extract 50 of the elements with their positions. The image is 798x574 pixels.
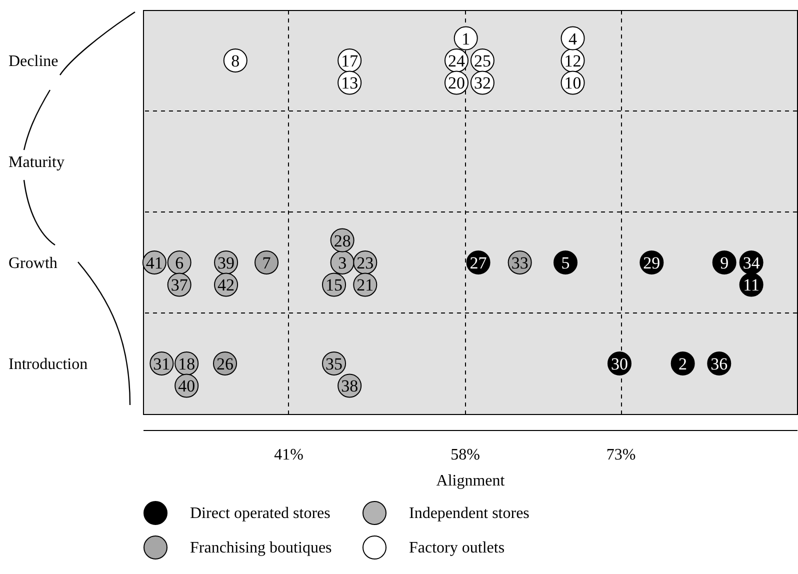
x-tick-label: 58% xyxy=(450,446,480,464)
annotation: 5 xyxy=(561,254,570,272)
x-tick-label: 73% xyxy=(606,446,636,464)
y-tick-label: Growth xyxy=(8,255,58,272)
annotation: 6 xyxy=(175,254,184,272)
annotation: 34 xyxy=(742,254,760,272)
annotation: 9 xyxy=(720,254,729,272)
annotation: 8 xyxy=(231,52,240,70)
annotation: 7 xyxy=(262,254,272,272)
annotation: 20 xyxy=(448,74,466,93)
annotation: 15 xyxy=(326,276,343,295)
annotation: 23 xyxy=(356,254,374,272)
annotation: 30 xyxy=(610,354,628,374)
annotation: 36 xyxy=(710,354,728,374)
y-tick-label: Maturity xyxy=(8,154,64,171)
annotation: 24 xyxy=(448,52,466,70)
annotation: 39 xyxy=(218,254,235,272)
annotation: 38 xyxy=(341,376,358,396)
annotation: 37 xyxy=(170,276,188,295)
annotation: 4 xyxy=(568,29,578,48)
y-tick-label: Introduction xyxy=(8,356,88,373)
annotation: 21 xyxy=(356,276,374,295)
annotation: 25 xyxy=(474,52,491,70)
annotation: 29 xyxy=(643,254,660,272)
x-tick-label: 41% xyxy=(274,446,304,464)
legend-label: Direct operated stores xyxy=(190,504,330,522)
annotation: 27 xyxy=(470,254,488,272)
annotation: 17 xyxy=(341,52,359,70)
annotation: 3 xyxy=(338,254,347,272)
annotation: 11 xyxy=(743,276,760,295)
annotation: 26 xyxy=(216,354,234,374)
annotation: 28 xyxy=(334,231,351,250)
x-axis-title: Alignment xyxy=(436,472,506,490)
legend-label: Independent stores xyxy=(409,504,530,522)
annotation: 33 xyxy=(511,254,528,272)
y-tick-label: Decline xyxy=(8,53,58,70)
annotation: 35 xyxy=(326,354,343,374)
annotation: 13 xyxy=(341,74,358,93)
annotation: 18 xyxy=(178,354,196,374)
annotation: 31 xyxy=(153,354,170,374)
annotation: 41 xyxy=(146,254,163,272)
legend-label: Factory outlets xyxy=(409,540,505,556)
annotation: 2 xyxy=(678,354,688,374)
annotation: 1 xyxy=(462,29,470,48)
annotation: 10 xyxy=(564,74,582,93)
annotation: 32 xyxy=(474,74,491,93)
annotation: 40 xyxy=(178,376,196,396)
annotation: 42 xyxy=(218,276,235,295)
annotation: 12 xyxy=(564,52,582,70)
legend-label: Franchising boutiques xyxy=(190,540,332,556)
